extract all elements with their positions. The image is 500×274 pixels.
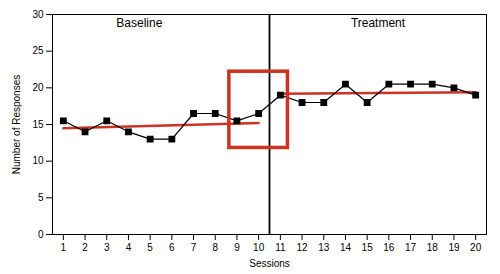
svg-text:20: 20	[32, 82, 44, 93]
svg-text:20: 20	[470, 242, 482, 253]
svg-text:Number of Responses: Number of Responses	[11, 75, 22, 175]
svg-text:Treatment: Treatment	[351, 16, 406, 30]
svg-text:17: 17	[405, 242, 417, 253]
svg-text:14: 14	[340, 242, 352, 253]
svg-text:7: 7	[191, 242, 197, 253]
svg-text:16: 16	[383, 242, 395, 253]
svg-text:Sessions: Sessions	[249, 258, 290, 269]
svg-text:5: 5	[147, 242, 153, 253]
svg-text:6: 6	[169, 242, 175, 253]
svg-text:25: 25	[32, 45, 44, 56]
svg-text:1: 1	[61, 242, 67, 253]
svg-text:10: 10	[253, 242, 265, 253]
svg-text:9: 9	[234, 242, 240, 253]
svg-text:18: 18	[427, 242, 439, 253]
svg-text:Baseline: Baseline	[116, 16, 162, 30]
svg-text:13: 13	[318, 242, 330, 253]
svg-text:8: 8	[212, 242, 218, 253]
svg-text:0: 0	[38, 229, 44, 240]
svg-text:30: 30	[32, 9, 44, 20]
svg-text:11: 11	[275, 242, 286, 253]
svg-text:2: 2	[82, 242, 88, 253]
svg-text:3: 3	[104, 242, 110, 253]
svg-text:5: 5	[38, 192, 44, 203]
svg-text:19: 19	[448, 242, 460, 253]
svg-text:4: 4	[126, 242, 132, 253]
svg-text:15: 15	[362, 242, 374, 253]
svg-text:12: 12	[296, 242, 308, 253]
svg-text:15: 15	[32, 119, 44, 130]
svg-text:10: 10	[32, 155, 44, 166]
